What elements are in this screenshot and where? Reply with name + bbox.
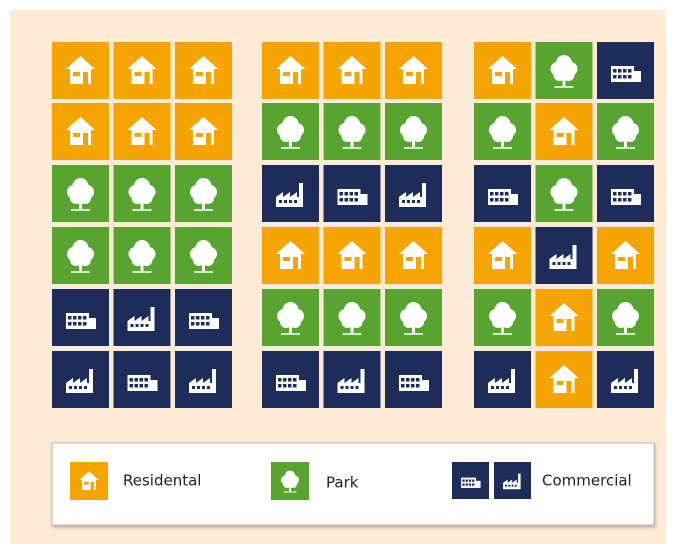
legend-box: [51, 442, 655, 526]
tile: [113, 289, 171, 346]
legend: Residental Park Commercial: [51, 442, 655, 526]
tile: [52, 351, 109, 408]
legend-label: Commercial: [542, 472, 632, 490]
legend-label: Park: [326, 474, 359, 492]
tile-grids: [52, 42, 654, 408]
tile: [262, 165, 319, 222]
tile: [474, 351, 531, 408]
tile: [323, 351, 381, 408]
tile: [175, 351, 232, 408]
tile: [597, 351, 654, 408]
tile: [535, 227, 593, 284]
legend-icon-factory: [494, 462, 531, 499]
legend-label: Residental: [123, 472, 201, 490]
tile: [385, 165, 442, 222]
